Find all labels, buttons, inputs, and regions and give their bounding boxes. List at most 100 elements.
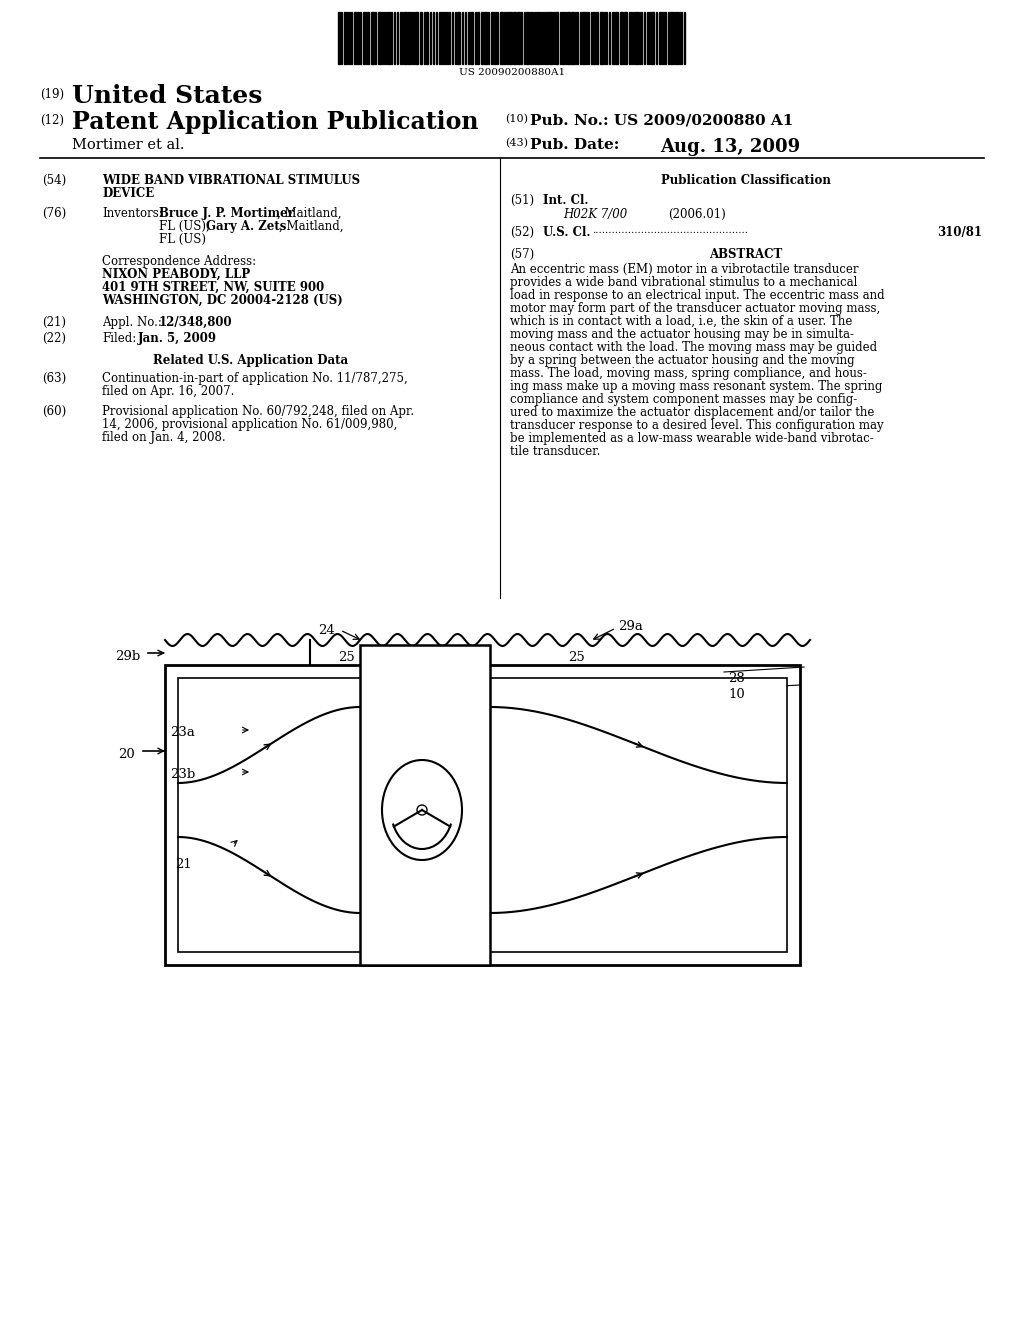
Bar <box>596 12 598 63</box>
Text: 23b: 23b <box>170 768 196 781</box>
Bar <box>546 12 548 63</box>
Text: WIDE BAND VIBRATIONAL STIMULUS: WIDE BAND VIBRATIONAL STIMULUS <box>102 174 360 187</box>
Text: 22: 22 <box>415 696 434 709</box>
Text: (52): (52) <box>510 226 535 239</box>
Bar <box>415 12 418 63</box>
Bar <box>360 645 490 965</box>
Bar <box>378 12 381 63</box>
Text: An eccentric mass (EM) motor in a vibrotactile transducer: An eccentric mass (EM) motor in a vibrot… <box>510 263 858 276</box>
Text: (57): (57) <box>510 248 535 261</box>
Text: 310/81: 310/81 <box>937 226 982 239</box>
Text: Aug. 13, 2009: Aug. 13, 2009 <box>660 139 800 156</box>
Bar <box>530 12 532 63</box>
Text: , Maitland,: , Maitland, <box>279 220 343 234</box>
Bar <box>367 12 369 63</box>
Bar <box>509 12 512 63</box>
Bar <box>178 678 787 952</box>
Text: Pub. No.: US 2009/0200880 A1: Pub. No.: US 2009/0200880 A1 <box>530 114 794 128</box>
Text: 401 9TH STREET, NW, SUITE 900: 401 9TH STREET, NW, SUITE 900 <box>102 281 325 294</box>
Text: (76): (76) <box>42 207 67 220</box>
Text: United States: United States <box>72 84 262 108</box>
Bar <box>612 12 614 63</box>
Text: Int. Cl.: Int. Cl. <box>543 194 589 207</box>
Text: motor may form part of the transducer actuator moving mass,: motor may form part of the transducer ac… <box>510 302 881 315</box>
Bar <box>165 665 800 965</box>
Text: (10): (10) <box>505 114 528 124</box>
Circle shape <box>417 805 427 814</box>
Text: Provisional application No. 60/792,248, filed on Apr.: Provisional application No. 60/792,248, … <box>102 405 414 418</box>
Text: Correspondence Address:: Correspondence Address: <box>102 255 256 268</box>
Bar <box>457 12 460 63</box>
Bar <box>506 12 508 63</box>
Text: (60): (60) <box>42 405 67 418</box>
Text: FL (US);: FL (US); <box>159 220 210 234</box>
Text: 29b: 29b <box>115 649 140 663</box>
Bar <box>537 12 539 63</box>
Bar <box>388 12 390 63</box>
Text: (51): (51) <box>510 194 535 207</box>
Text: U.S. Cl.: U.S. Cl. <box>543 226 591 239</box>
Text: load in response to an electrical input. The eccentric mass and: load in response to an electrical input.… <box>510 289 885 302</box>
Bar <box>620 12 623 63</box>
Bar <box>676 12 678 63</box>
Text: 21: 21 <box>175 858 191 871</box>
Bar <box>500 12 503 63</box>
Text: DEVICE: DEVICE <box>102 187 155 201</box>
Text: ................................................: ........................................… <box>592 226 748 235</box>
Bar <box>344 12 346 63</box>
Text: transducer response to a desired level. This configuration may: transducer response to a desired level. … <box>510 418 884 432</box>
Text: Inventors:: Inventors: <box>102 207 163 220</box>
Text: which is in contact with a load, i.e, the skin of a user. The: which is in contact with a load, i.e, th… <box>510 315 852 327</box>
Text: Gary A. Zets: Gary A. Zets <box>206 220 287 234</box>
Text: by a spring between the actuator housing and the moving: by a spring between the actuator housing… <box>510 354 855 367</box>
Text: provides a wide band vibrational stimulus to a mechanical: provides a wide band vibrational stimulu… <box>510 276 857 289</box>
Bar <box>426 12 428 63</box>
Text: 10: 10 <box>728 688 744 701</box>
Bar <box>571 12 574 63</box>
Bar <box>354 12 356 63</box>
Bar <box>338 12 340 63</box>
Text: 25: 25 <box>338 651 354 664</box>
Bar <box>593 12 595 63</box>
Bar <box>624 12 627 63</box>
Text: be implemented as a low-mass wearable wide-band vibrotac-: be implemented as a low-mass wearable wi… <box>510 432 873 445</box>
Ellipse shape <box>382 760 462 861</box>
Text: (19): (19) <box>40 88 65 102</box>
Bar <box>484 12 487 63</box>
Text: Related U.S. Application Data: Related U.S. Application Data <box>154 354 348 367</box>
Text: compliance and system component masses may be config-: compliance and system component masses m… <box>510 393 857 407</box>
Text: H02K 7/00: H02K 7/00 <box>563 209 628 220</box>
Text: FL (US): FL (US) <box>159 234 206 246</box>
Bar <box>600 12 603 63</box>
Bar <box>555 12 558 63</box>
Bar <box>549 12 552 63</box>
Text: 24: 24 <box>318 624 335 638</box>
Text: filed on Apr. 16, 2007.: filed on Apr. 16, 2007. <box>102 385 234 399</box>
Text: 29a: 29a <box>618 620 643 634</box>
Text: Pub. Date:: Pub. Date: <box>530 139 620 152</box>
Text: Appl. No.:: Appl. No.: <box>102 315 162 329</box>
Bar <box>582 12 585 63</box>
Bar <box>567 12 570 63</box>
Text: Filed:: Filed: <box>102 333 136 345</box>
Text: 14, 2006, provisional application No. 61/009,980,: 14, 2006, provisional application No. 61… <box>102 418 397 432</box>
Text: Bruce J. P. Mortimer: Bruce J. P. Mortimer <box>159 207 294 220</box>
Text: (12): (12) <box>40 114 63 127</box>
Bar <box>408 12 410 63</box>
Text: (22): (22) <box>42 333 66 345</box>
Text: Publication Classification: Publication Classification <box>662 174 830 187</box>
Bar <box>615 12 618 63</box>
Text: WASHINGTON, DC 20004-2128 (US): WASHINGTON, DC 20004-2128 (US) <box>102 294 343 308</box>
Text: , Maitland,: , Maitland, <box>278 207 341 220</box>
Text: Continuation-in-part of application No. 11/787,275,: Continuation-in-part of application No. … <box>102 372 408 385</box>
Bar <box>470 12 473 63</box>
Text: ing mass make up a moving mass resonant system. The spring: ing mass make up a moving mass resonant … <box>510 380 883 393</box>
Bar <box>670 12 673 63</box>
Text: NIXON PEABODY, LLP: NIXON PEABODY, LLP <box>102 268 250 281</box>
Text: 12/348,800: 12/348,800 <box>159 315 232 329</box>
Bar <box>481 12 483 63</box>
Text: Jan. 5, 2009: Jan. 5, 2009 <box>138 333 217 345</box>
Text: filed on Jan. 4, 2008.: filed on Jan. 4, 2008. <box>102 432 225 444</box>
Text: (2006.01): (2006.01) <box>668 209 726 220</box>
Text: 25: 25 <box>568 651 585 664</box>
